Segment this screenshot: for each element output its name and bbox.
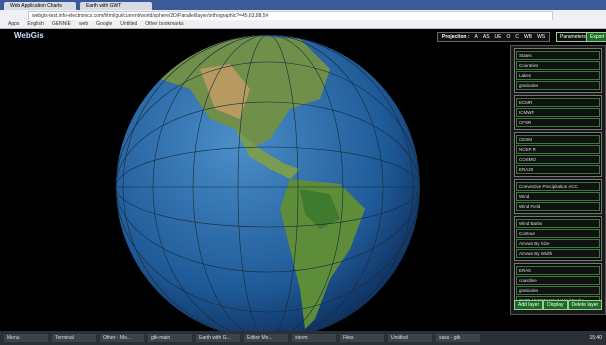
bookmark[interactable]: GENNIE: [51, 21, 71, 27]
layer-item[interactable]: Lakes: [516, 71, 600, 80]
layer-item[interactable]: Countries: [516, 61, 600, 70]
projection-label: Projection :: [442, 34, 470, 40]
projection-bar: Projection : A AS UE O C WB WS: [437, 32, 551, 42]
taskbar: Menu Terminal Other - Mo... gtk-main Earth w…: [0, 331, 606, 345]
taskbar-item[interactable]: gtk-main: [148, 334, 192, 342]
bookmark[interactable]: Apps: [8, 21, 20, 27]
tab[interactable]: Web Application Charts: [4, 2, 76, 10]
layer-item[interactable]: Arrows By Size: [516, 239, 600, 248]
layer-item[interactable]: Wind Field: [516, 202, 600, 211]
layer-item[interactable]: CESM: [516, 135, 600, 144]
panel-button[interactable]: Add layer: [514, 300, 544, 310]
layer-group: States Countries Lakes graticules: [514, 48, 602, 93]
layer-item[interactable]: States: [516, 51, 600, 60]
globe-view: [116, 35, 420, 331]
layer-item[interactable]: Wind Barbs: [516, 219, 600, 228]
tab-bar: Web Application Charts Earth with GWT: [0, 0, 606, 10]
panel-button[interactable]: Delete layer: [567, 300, 603, 310]
clock: 15:40: [589, 335, 602, 341]
tab[interactable]: Earth with GWT: [80, 2, 152, 10]
layer-item[interactable]: CFSR: [516, 118, 600, 127]
projection-option[interactable]: A: [474, 34, 478, 40]
bookmark[interactable]: Other bookmarks: [145, 21, 184, 27]
projection-option[interactable]: WB: [524, 34, 533, 40]
projection-option[interactable]: O: [506, 34, 511, 40]
layer-item[interactable]: graticules: [516, 81, 600, 90]
projection-option[interactable]: AS: [482, 34, 490, 40]
layer-item[interactable]: graticules: [516, 286, 600, 295]
layer-item[interactable]: coastline: [516, 276, 600, 285]
bookmark[interactable]: English: [27, 21, 44, 27]
projection-option[interactable]: UE: [494, 34, 502, 40]
layer-item[interactable]: ERA20: [516, 165, 600, 174]
export-button[interactable]: Export: [586, 32, 606, 42]
bookmark[interactable]: web: [78, 21, 89, 27]
layer-item[interactable]: COSMO: [516, 155, 600, 164]
taskbar-item[interactable]: Earth with G...: [196, 334, 240, 342]
layer-item[interactable]: ERA5: [516, 266, 600, 275]
bookmark[interactable]: Untitled: [120, 21, 138, 27]
layer-group: Wind Barbs Contour Arrows By Size Arrows By…: [514, 216, 602, 261]
layer-item[interactable]: Arrows By Width: [516, 249, 600, 258]
graticule: [116, 35, 420, 331]
panel-button[interactable]: Display: [543, 300, 568, 310]
layer-item[interactable]: ECMR: [516, 98, 600, 107]
layer-item[interactable]: Wind: [516, 192, 600, 201]
layer-item[interactable]: Convective Precipitation ACC: [516, 182, 600, 191]
logo: WebGis: [14, 31, 44, 40]
projection-option[interactable]: C: [515, 34, 519, 40]
taskbar-item[interactable]: xterm: [292, 334, 336, 342]
layer-item[interactable]: Contour: [516, 229, 600, 238]
projection-option[interactable]: WS: [537, 34, 546, 40]
bookmarks-bar: Apps English GENNIE web Google Untitled Other …: [0, 20, 606, 29]
layer-group: Convective Precipitation ACC Wind Wind Fie…: [514, 179, 602, 214]
taskbar-item[interactable]: Terminal: [52, 334, 96, 342]
taskbar-item[interactable]: Untitled: [388, 334, 432, 342]
layer-group: ECMR ICMWF CFSR: [514, 95, 602, 130]
layer-item[interactable]: ICMWF: [516, 108, 600, 117]
panel-buttons: Add layer Display Delete layer: [514, 300, 603, 310]
taskbar-item[interactable]: Other - Mo...: [100, 334, 144, 342]
taskbar-item[interactable]: sass - gtk: [436, 334, 480, 342]
taskbar-item[interactable]: Files: [340, 334, 384, 342]
taskbar-item[interactable]: Menu: [4, 334, 48, 342]
layer-group: CESM NCEP R COSMO ERA20: [514, 132, 602, 177]
layer-panel: States Countries Lakes graticules ECMR ICMWF C…: [510, 45, 606, 315]
bookmark[interactable]: Google: [96, 21, 113, 27]
url-bar: webgis-test.info-electronics.com/html/gu…: [0, 10, 606, 21]
parameters-button[interactable]: Parameters: [556, 32, 590, 42]
layer-item[interactable]: NCEP R: [516, 145, 600, 154]
taskbar-item[interactable]: Editor Mo...: [244, 334, 288, 342]
